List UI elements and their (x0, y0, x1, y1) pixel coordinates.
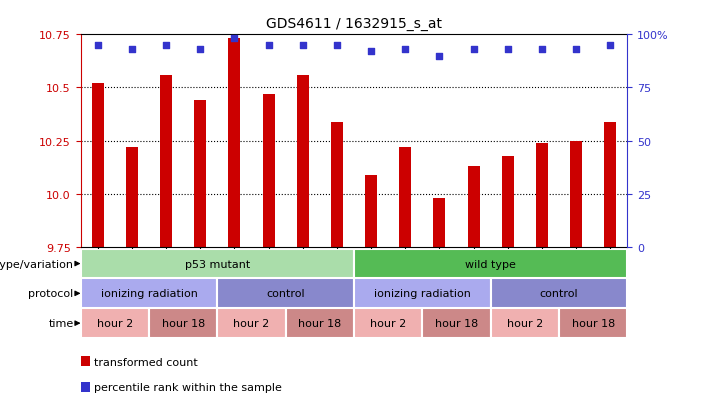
Text: hour 18: hour 18 (571, 318, 615, 328)
Point (502, 47, 513, 53)
Point (536, 47, 547, 53)
Point (161, 43, 172, 49)
Text: hour 2: hour 2 (370, 318, 407, 328)
Text: protocol: protocol (29, 289, 74, 299)
Bar (229, 39, 240, 248)
Bar (81, 382, 90, 392)
Bar (491, 309, 559, 338)
Text: ionizing radiation: ionizing radiation (374, 289, 471, 299)
Bar (570, 142, 582, 248)
Bar (400, 148, 411, 248)
Text: control: control (266, 289, 305, 299)
Bar (217, 309, 286, 338)
Text: time: time (48, 318, 74, 328)
Point (332, 43, 343, 49)
Text: ionizing radiation: ionizing radiation (100, 289, 198, 299)
Point (468, 47, 479, 53)
Title: GDS4611 / 1632915_s_at: GDS4611 / 1632915_s_at (266, 17, 442, 31)
Bar (433, 199, 445, 248)
Point (229, 36, 240, 43)
Bar (468, 167, 479, 248)
Bar (365, 176, 377, 248)
Point (126, 47, 137, 53)
Bar (536, 144, 548, 248)
Bar (354, 309, 422, 338)
Bar (217, 279, 354, 309)
Text: wild type: wild type (465, 259, 516, 269)
Text: genotype/variation: genotype/variation (0, 259, 74, 269)
Text: hour 18: hour 18 (435, 318, 478, 328)
Text: hour 18: hour 18 (298, 318, 341, 328)
Point (195, 47, 206, 53)
Text: hour 2: hour 2 (97, 318, 133, 328)
Bar (160, 76, 172, 248)
Bar (559, 309, 627, 338)
Bar (81, 249, 354, 279)
Point (92, 43, 103, 49)
Point (571, 47, 582, 53)
Point (365, 49, 376, 55)
Bar (502, 157, 514, 248)
Point (605, 43, 616, 49)
Text: control: control (540, 289, 578, 299)
Bar (354, 249, 627, 279)
Bar (491, 279, 627, 309)
Bar (194, 101, 206, 248)
Bar (81, 309, 149, 338)
Bar (422, 309, 491, 338)
Text: p53 mutant: p53 mutant (184, 259, 250, 269)
Text: transformed count: transformed count (94, 357, 198, 367)
Bar (81, 279, 217, 309)
Bar (331, 122, 343, 248)
Bar (81, 356, 90, 367)
Bar (149, 309, 217, 338)
Point (263, 43, 274, 49)
Text: hour 18: hour 18 (161, 318, 205, 328)
Bar (604, 122, 616, 248)
Bar (92, 84, 104, 248)
Bar (286, 309, 354, 338)
Bar (354, 279, 491, 309)
Point (297, 43, 308, 49)
Bar (126, 148, 138, 248)
Point (434, 53, 445, 59)
Text: hour 2: hour 2 (233, 318, 270, 328)
Point (400, 47, 411, 53)
Bar (297, 76, 308, 248)
Text: percentile rank within the sample: percentile rank within the sample (94, 382, 283, 392)
Text: hour 2: hour 2 (507, 318, 543, 328)
Bar (263, 95, 275, 248)
